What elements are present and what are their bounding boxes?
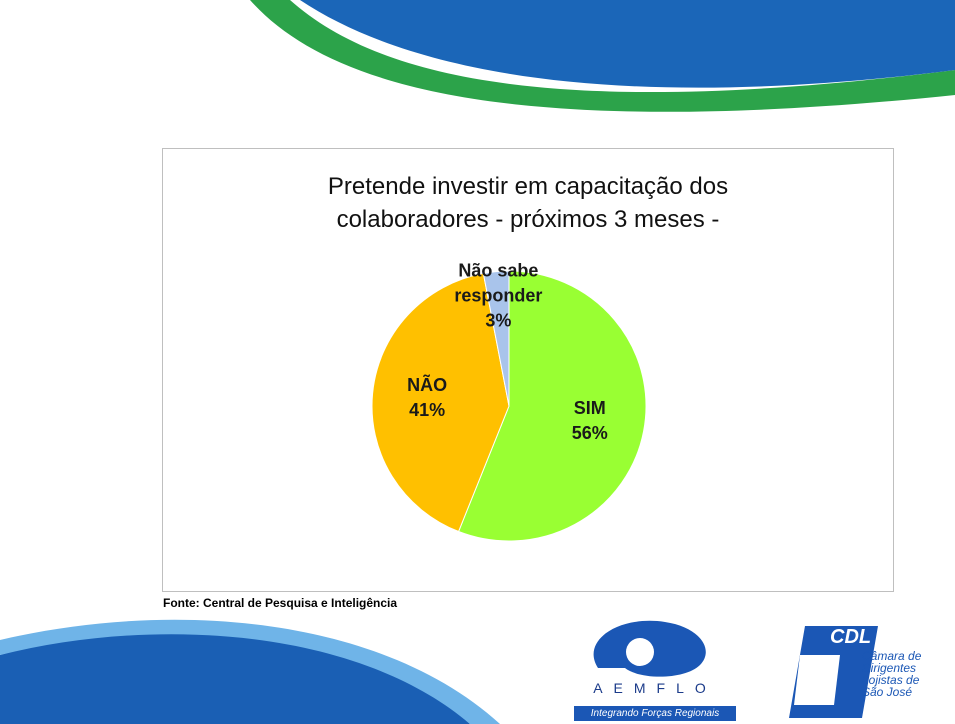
pie-slice [482,270,510,407]
cdl-name: CDL [830,626,872,648]
label-value: 56% [571,423,608,444]
data-label: SIM 56% [572,396,608,446]
chart-title: Pretende investir em capacitação dos col… [327,173,729,233]
label-category: SIM [573,398,606,419]
aemflo-tagline: Integrando Forças Regionais [574,706,736,721]
label-category: Não sabe responder [454,260,543,306]
blue-swoosh [300,0,955,88]
cdl-text: Câmara de Dirigentes Lojistas de São Jos… [862,649,922,699]
bottom-swoosh-light [0,619,500,724]
source-note: Fonte: Central de Pesquisa e Inteligênci… [163,596,398,610]
label-value: 41% [409,400,446,421]
pie-slice [457,270,647,542]
label-category: NÃO [407,375,448,396]
aemflo-name: AEMFLO [593,680,717,696]
label-value: 3% [485,310,512,331]
data-label: Não sabe responder 3% [443,258,553,333]
aemflo-logo-hole [626,638,654,666]
data-label: NÃO 41% [407,373,447,423]
cdl-logo-mark [794,655,840,705]
green-swoosh [250,0,955,112]
pie-slice [371,272,510,533]
bottom-swoosh [0,630,470,724]
